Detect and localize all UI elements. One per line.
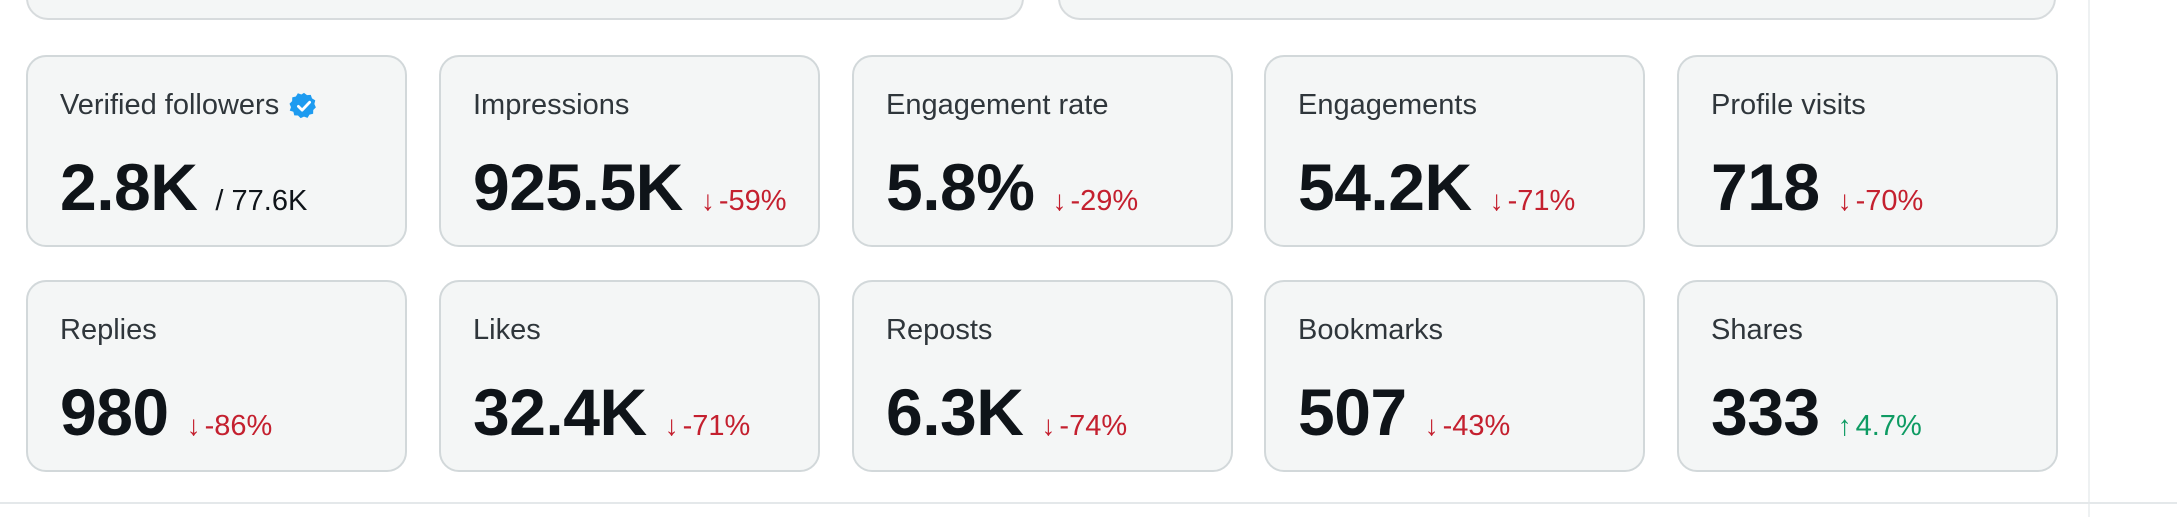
section-divider: [0, 502, 2177, 504]
metric-label: Impressions: [473, 89, 630, 121]
arrow-down-icon: ↓: [664, 410, 679, 441]
metric-value: 54.2K: [1298, 150, 1472, 224]
metric-change: ↓ -29%: [1052, 185, 1139, 217]
verified-badge-icon: [289, 92, 317, 118]
metric-card-replies[interactable]: Replies 980 ↓ -86%: [26, 280, 407, 472]
metric-change: ↓ -74%: [1041, 410, 1128, 442]
metric-card-engagements[interactable]: Engagements 54.2K ↓ -71%: [1264, 55, 1645, 247]
metric-label: Bookmarks: [1298, 314, 1444, 346]
metric-value: 32.4K: [473, 375, 647, 449]
metric-total: / 77.6K: [215, 185, 308, 217]
metric-change: ↓ -71%: [664, 410, 751, 442]
metric-label: Replies: [60, 314, 157, 346]
metric-value: 980: [60, 375, 169, 449]
metric-card-reposts[interactable]: Reposts 6.3K ↓ -74%: [852, 280, 1233, 472]
metric-label: Verified followers: [60, 89, 280, 121]
metric-change: ↑ 4.7%: [1837, 410, 1922, 442]
metric-card-impressions[interactable]: Impressions 925.5K ↓ -59%: [439, 55, 820, 247]
metric-value: 333: [1711, 375, 1820, 449]
panel-divider: [2088, 0, 2090, 517]
metric-label: Engagement rate: [886, 89, 1109, 121]
metric-card-profile-visits[interactable]: Profile visits 718 ↓ -70%: [1677, 55, 2058, 247]
metric-card-bookmarks[interactable]: Bookmarks 507 ↓ -43%: [1264, 280, 1645, 472]
arrow-down-icon: ↓: [1041, 410, 1056, 441]
metric-label: Engagements: [1298, 89, 1477, 121]
previous-card-left: [26, 0, 1024, 20]
metric-change: ↓ -59%: [700, 185, 787, 217]
metric-label: Shares: [1711, 314, 1803, 346]
metric-card-likes[interactable]: Likes 32.4K ↓ -71%: [439, 280, 820, 472]
metric-card-verified-followers[interactable]: Verified followers 2.8K / 77.6K: [26, 55, 407, 247]
arrow-up-icon: ↑: [1837, 410, 1852, 441]
arrow-down-icon: ↓: [186, 410, 201, 441]
metric-value: 718: [1711, 150, 1820, 224]
metric-value: 5.8%: [886, 150, 1035, 224]
metric-change: ↓ -70%: [1837, 185, 1924, 217]
metric-value: 2.8K: [60, 150, 198, 224]
arrow-down-icon: ↓: [1052, 185, 1067, 216]
arrow-down-icon: ↓: [700, 185, 715, 216]
arrow-down-icon: ↓: [1424, 410, 1439, 441]
metric-change: ↓ -43%: [1424, 410, 1511, 442]
metric-value: 925.5K: [473, 150, 683, 224]
metric-card-engagement-rate[interactable]: Engagement rate 5.8% ↓ -29%: [852, 55, 1233, 247]
previous-card-right: [1058, 0, 2056, 20]
metric-card-shares[interactable]: Shares 333 ↑ 4.7%: [1677, 280, 2058, 472]
arrow-down-icon: ↓: [1837, 185, 1852, 216]
metric-value: 6.3K: [886, 375, 1024, 449]
metric-value: 507: [1298, 375, 1407, 449]
metric-change: ↓ -86%: [186, 410, 273, 442]
metric-change: ↓ -71%: [1489, 185, 1576, 217]
arrow-down-icon: ↓: [1489, 185, 1504, 216]
metric-label: Likes: [473, 314, 541, 346]
metric-label: Reposts: [886, 314, 993, 346]
metric-label: Profile visits: [1711, 89, 1866, 121]
